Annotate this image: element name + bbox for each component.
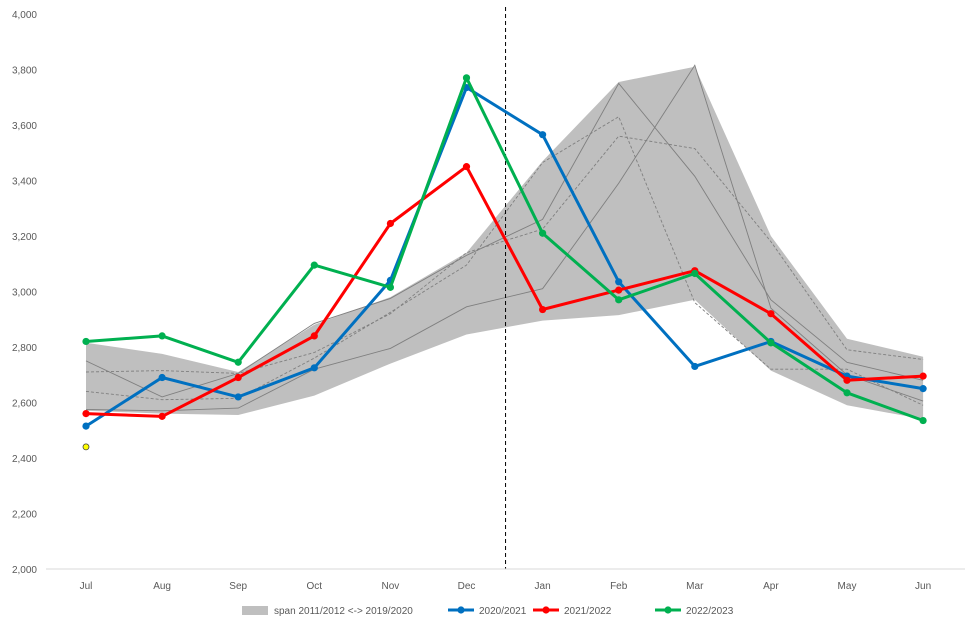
x-tick-label: Dec	[458, 581, 476, 592]
y-tick-label: 2,000	[12, 565, 37, 576]
series-point-2021-2022-feb	[615, 286, 623, 294]
x-tick-label: Feb	[610, 581, 628, 592]
series-point-2021-2022-apr	[767, 310, 775, 318]
series-point-2022-2023-jun	[919, 416, 927, 425]
series-point-2022-2023-sep	[234, 358, 242, 366]
series-point-2021-2022-nov	[386, 219, 394, 228]
x-tick-label: May	[838, 581, 857, 592]
series-line-2022-2023	[85, 76, 924, 422]
legend-swatch-span	[242, 606, 268, 615]
plot-area	[82, 7, 927, 569]
series-point-2021-2022-dec	[462, 163, 471, 171]
y-tick-label: 3,400	[12, 177, 37, 188]
series-point-2022-2023-dec	[462, 74, 471, 82]
legend-swatch-marker-2	[542, 606, 550, 614]
series-point-2022-2023-oct	[310, 261, 318, 269]
x-tick-label: Jan	[535, 581, 551, 592]
x-tick-label: Jul	[80, 581, 93, 592]
x-tick-label: Mar	[686, 581, 704, 592]
legend-label-span: span 2011/2012 <-> 2019/2020	[274, 606, 413, 617]
span-band	[86, 66, 924, 420]
axes: 2,000 2,200 2,400 2,600 2,800 3,000 3,200 3,400…	[12, 10, 965, 592]
legend-label-3: 2022/2023	[686, 606, 734, 617]
y-tick-label: 3,600	[12, 121, 37, 132]
series-point-2020-2021-jan	[539, 131, 547, 139]
x-tick-label: Jun	[915, 581, 931, 592]
series-point-2020-2021-jul	[82, 422, 90, 430]
series-point-2020-2021-feb	[615, 278, 623, 286]
series-point-2020-2021-jun	[919, 385, 927, 393]
y-tick-label: 2,600	[12, 399, 37, 410]
series-point-2022-2023-aug	[158, 332, 166, 340]
y-tick-label: 3,000	[12, 288, 37, 299]
legend-label-2: 2021/2022	[564, 606, 612, 617]
series-point-2022-2023-may	[843, 389, 851, 397]
x-tick-label: Sep	[229, 581, 247, 592]
series-point-2021-2022-jan	[539, 305, 547, 314]
legend-label-1: 2020/2021	[479, 606, 527, 617]
series-point-2022-2023-apr	[767, 339, 775, 347]
x-tick-label: Nov	[382, 581, 400, 592]
extra-point	[82, 443, 90, 451]
series-point-2020-2021-sep	[234, 393, 242, 401]
series-point-2020-2021-oct	[310, 364, 318, 372]
series-point-2021-2022-jul	[82, 410, 90, 418]
legend-swatch-marker-3	[664, 606, 672, 614]
y-tick-label: 3,200	[12, 232, 37, 243]
y-tick-label: 3,800	[12, 66, 37, 77]
series-point-2022-2023-feb	[615, 296, 623, 304]
x-tick-label: Oct	[307, 581, 323, 592]
legend-swatch-marker-1	[457, 606, 465, 614]
series-point-2022-2023-mar	[691, 269, 699, 278]
series-point-2021-2022-jun	[919, 372, 927, 380]
y-tick-label: 2,200	[12, 510, 37, 521]
series-point-2021-2022-may	[843, 376, 851, 384]
series-point-2021-2022-oct	[310, 332, 318, 340]
series-point-2020-2021-mar	[691, 362, 699, 371]
series-point-2020-2021-aug	[158, 373, 166, 382]
legend: span 2011/2012 <-> 2019/2020 2020/2021 202…	[242, 606, 734, 617]
y-tick-label: 2,800	[12, 343, 37, 354]
historical-line-4	[85, 116, 924, 406]
y-tick-label: 4,000	[12, 10, 37, 21]
series-point-2022-2023-jan	[539, 229, 547, 237]
series-line-2020-2021	[85, 86, 924, 428]
x-tick-label: Apr	[763, 581, 779, 592]
historical-line-2	[85, 64, 924, 412]
series-point-2021-2022-aug	[158, 412, 166, 420]
series-point-2022-2023-nov	[386, 283, 394, 291]
series-point-2022-2023-jul	[82, 337, 90, 346]
series-point-2021-2022-sep	[234, 373, 242, 382]
y-tick-label: 2,400	[12, 454, 37, 465]
x-tick-label: Aug	[153, 581, 171, 592]
series-line-2021-2022	[85, 165, 924, 418]
